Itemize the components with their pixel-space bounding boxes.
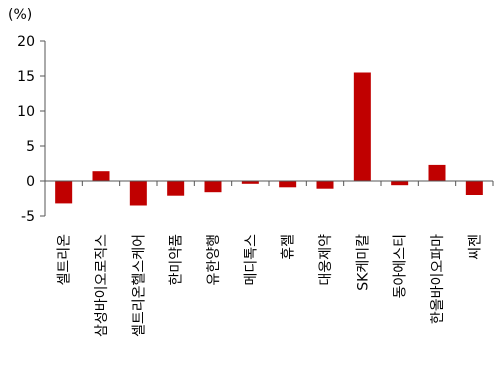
bar [92,171,110,181]
bar [279,181,297,188]
y-tick-label: 10 [17,104,35,120]
y-axis: -5 0 5 10 15 20 [17,34,46,225]
bar-series [55,72,483,206]
x-category-label: 삼성바이오로직스 [94,234,110,337]
x-category-label: 메디톡스 [243,234,259,286]
x-category-label: 셀트리온헬스케어 [131,234,147,337]
y-tick-label: 0 [26,174,35,190]
x-category-label: 한미약품 [169,234,185,286]
bar [129,181,147,206]
x-category-label: 대웅제약 [318,234,334,286]
x-category-label: 휴젤 [281,234,297,260]
bar [391,181,409,186]
y-tick-label: 20 [17,34,35,50]
y-tick-label: 5 [26,139,35,155]
x-category-label: 셀트리온 [57,234,73,286]
bar [316,181,334,189]
x-category-label: 동아에스티 [393,234,409,298]
bar [204,181,222,193]
x-category-label: SK케미칼 [355,234,371,291]
y-axis-unit-label: (%) [8,7,32,23]
bar [55,181,73,204]
x-category-label: 한올바이오파마 [430,234,446,324]
x-category-label: 유한양행 [206,234,222,286]
y-tick-label: -5 [21,209,35,225]
bar [465,181,483,195]
bar [241,181,259,184]
bar [428,164,446,181]
x-axis: 셀트리온 삼성바이오로직스 셀트리온헬스케어 한미약품 유한양행 메디톡스 휴젤 대웅제약 SK… [44,180,494,337]
y-tick-label: 15 [17,69,35,85]
bar [353,72,371,181]
x-category-label: 씨젠 [467,234,483,260]
bar [167,181,185,196]
